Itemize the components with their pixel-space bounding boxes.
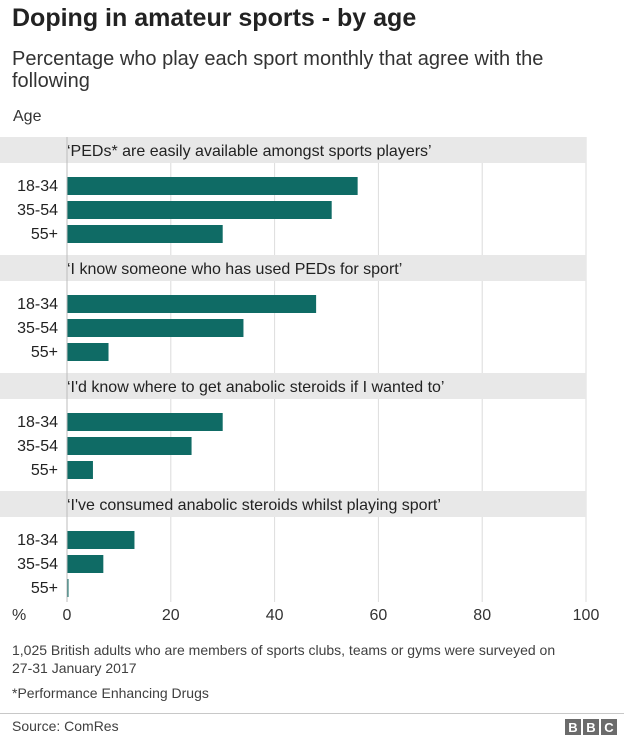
question-panel bbox=[0, 255, 586, 281]
age-category-label: 18-34 bbox=[17, 532, 58, 549]
x-unit-label: % bbox=[12, 607, 26, 624]
x-tick-label: 100 bbox=[573, 607, 600, 624]
bar bbox=[67, 413, 223, 431]
question-label: ‘I know someone who has used PEDs for sp… bbox=[67, 261, 402, 278]
survey-note: 1,025 British adults who are members of … bbox=[12, 642, 556, 676]
age-category-label: 55+ bbox=[31, 462, 58, 479]
age-category-label: 18-34 bbox=[17, 414, 58, 431]
age-category-label: 55+ bbox=[31, 580, 58, 597]
question-panel bbox=[0, 373, 586, 399]
bar bbox=[67, 461, 93, 479]
x-tick-label: 80 bbox=[473, 607, 491, 624]
logo-letter: B bbox=[583, 719, 599, 735]
bar bbox=[67, 225, 223, 243]
logo-letter: B bbox=[565, 719, 581, 735]
age-category-label: 35-54 bbox=[17, 438, 58, 455]
bar bbox=[67, 555, 104, 573]
x-tick-label: 0 bbox=[63, 607, 72, 624]
x-tick-label: 60 bbox=[370, 607, 388, 624]
age-category-label: 18-34 bbox=[17, 296, 58, 313]
chart-title: Doping in amateur sports - by age bbox=[12, 4, 417, 32]
bar-chart: ‘PEDs* are easily available amongst spor… bbox=[0, 137, 600, 624]
question-panel bbox=[0, 491, 586, 517]
bar bbox=[67, 437, 192, 455]
age-category-label: 35-54 bbox=[17, 320, 58, 337]
x-tick-label: 40 bbox=[266, 607, 284, 624]
bar bbox=[67, 579, 69, 597]
logo-letter: C bbox=[601, 719, 617, 735]
x-tick-label: 20 bbox=[162, 607, 180, 624]
age-category-label: 35-54 bbox=[17, 202, 58, 219]
y-axis-label: Age bbox=[13, 108, 42, 125]
bar bbox=[67, 319, 244, 337]
question-panel bbox=[0, 137, 586, 163]
bbc-logo: B B C bbox=[565, 719, 617, 735]
age-category-label: 55+ bbox=[31, 226, 58, 243]
bar bbox=[67, 295, 317, 313]
age-category-label: 55+ bbox=[31, 344, 58, 361]
question-label: ‘PEDs* are easily available amongst spor… bbox=[67, 143, 432, 160]
bar bbox=[67, 531, 135, 549]
age-category-label: 18-34 bbox=[17, 178, 58, 195]
bar bbox=[67, 177, 358, 195]
question-label: ‘I've consumed anabolic steroids whilst … bbox=[67, 497, 441, 514]
age-category-label: 35-54 bbox=[17, 556, 58, 573]
source-credit: Source: ComRes bbox=[12, 718, 119, 734]
question-label: ‘I'd know where to get anabolic steroids… bbox=[67, 379, 444, 396]
chart-subtitle: Percentage who play each sport monthly t… bbox=[12, 48, 544, 92]
bar bbox=[67, 201, 332, 219]
bar bbox=[67, 343, 109, 361]
footnote: *Performance Enhancing Drugs bbox=[12, 685, 209, 701]
footer-divider bbox=[0, 713, 624, 714]
